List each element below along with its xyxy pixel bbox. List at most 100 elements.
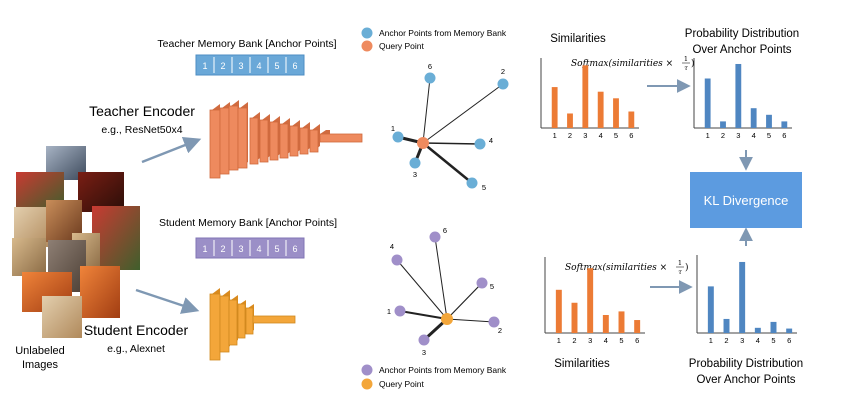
bar [723, 318, 730, 333]
tick-label: 6 [629, 131, 633, 140]
formula-top: Softmax(similarities × 1 τ ) [571, 55, 695, 72]
formula-bottom: Softmax(similarities × 1 τ ) [565, 259, 689, 276]
sim-bottom-title: Similarities [554, 358, 610, 370]
bar [634, 320, 641, 333]
student-bank-cell: 5 [274, 244, 279, 254]
legend-anchor-marker [361, 27, 373, 39]
bar [555, 289, 562, 333]
student-bank-title: Student Memory Bank [Anchor Points] [159, 217, 337, 229]
node-label: 4 [489, 136, 493, 145]
student-encoder-shape [209, 288, 296, 361]
prob-top-title-line2: Over Anchor Points [692, 44, 791, 56]
node-label: 6 [428, 62, 432, 71]
bar [781, 121, 788, 128]
node-label: 5 [482, 183, 486, 192]
bar [628, 111, 635, 128]
bar [770, 321, 777, 333]
inputs-caption-line2: Images [22, 359, 59, 371]
arrow-to-student-encoder [135, 288, 200, 314]
tick-label: 6 [787, 336, 791, 345]
query-node [417, 137, 429, 149]
tick-label: 4 [604, 336, 608, 345]
bar [720, 121, 726, 128]
tick-label: 1 [553, 131, 557, 140]
formula-bottom-prefix: Softmax(similarities × [565, 262, 667, 273]
bar [582, 65, 589, 128]
bottom-legend: Anchor Points from Memory Bank Query Poi… [361, 364, 507, 390]
anchor-node [418, 334, 430, 346]
tick-label: 6 [635, 336, 639, 345]
bar [754, 327, 761, 333]
probability-top-chart: 1 2 3 4 5 6 [693, 58, 792, 140]
teacher-bank-cell: 4 [256, 61, 261, 71]
tick-label: 3 [583, 131, 587, 140]
arrow-to-teacher-encoder [141, 136, 202, 164]
student-encoder-title: Student Encoder [84, 322, 189, 338]
anchor-node [476, 277, 488, 289]
tick-label: 3 [588, 336, 592, 345]
tick-label: 4 [756, 336, 760, 345]
anchor-node [429, 231, 441, 243]
bar [567, 113, 573, 128]
prob-top-title-line1: Probability Distribution [685, 28, 799, 40]
bar [597, 91, 604, 128]
node-label: 3 [422, 348, 426, 357]
bar [750, 108, 757, 128]
probability-bottom-chart: 1 2 3 4 5 6 [696, 255, 797, 345]
node-label: 5 [490, 282, 494, 291]
query-node [441, 313, 453, 325]
bar [707, 286, 714, 333]
inputs-caption-line1: Unlabeled [15, 345, 65, 357]
node-label: 2 [501, 67, 505, 76]
bar [766, 114, 772, 128]
node-label: 4 [390, 242, 394, 251]
bar [602, 315, 609, 333]
anchor-node [409, 157, 421, 169]
photo-mushroom [12, 238, 46, 276]
formula-top-den: τ [684, 64, 688, 72]
photo-puppy [42, 296, 82, 338]
tick-label: 2 [572, 336, 576, 345]
anchor-node [394, 305, 406, 317]
tick-label: 4 [752, 131, 756, 140]
student-bank-cell: 3 [238, 244, 243, 254]
tick-label: 3 [736, 131, 740, 140]
bar [704, 78, 711, 128]
teacher-memory-bank: 1 2 3 4 5 6 [195, 54, 305, 76]
tick-label: 5 [619, 336, 623, 345]
formula-top-suffix: ) [691, 58, 695, 69]
formula-bottom-suffix: ) [685, 262, 689, 273]
tick-label: 1 [706, 131, 710, 140]
student-bank-cell: 4 [256, 244, 261, 254]
bar [739, 261, 746, 333]
node-label: 1 [391, 124, 395, 133]
node-label: 2 [498, 326, 502, 335]
tick-label: 1 [709, 336, 713, 345]
legend-query-marker [361, 40, 373, 52]
node-label: 1 [387, 307, 391, 316]
legend-anchor-label: Anchor Points from Memory Bank [379, 28, 507, 38]
anchor-node [466, 177, 478, 189]
tick-label: 3 [740, 336, 744, 345]
anchor-node [424, 72, 436, 84]
teacher-bank-cell: 5 [274, 61, 279, 71]
teacher-bank-cell: 1 [202, 61, 207, 71]
anchor-node [392, 131, 404, 143]
tick-label: 5 [767, 131, 771, 140]
anchor-node [391, 254, 403, 266]
tick-label: 5 [771, 336, 775, 345]
anchor-node [474, 138, 486, 150]
tick-label: 4 [599, 131, 603, 140]
anchor-node [497, 78, 509, 90]
bar [587, 268, 594, 333]
bar [551, 87, 558, 128]
node-label: 3 [413, 170, 417, 179]
formula-bottom-num: 1 [678, 259, 682, 267]
teacher-encoder-shape [209, 100, 363, 179]
tick-label: 2 [721, 131, 725, 140]
student-encoder-subtitle: e.g., Alexnet [107, 343, 165, 355]
bar [613, 98, 619, 128]
student-bank-cell: 1 [202, 244, 207, 254]
legend-query-marker [361, 378, 373, 390]
